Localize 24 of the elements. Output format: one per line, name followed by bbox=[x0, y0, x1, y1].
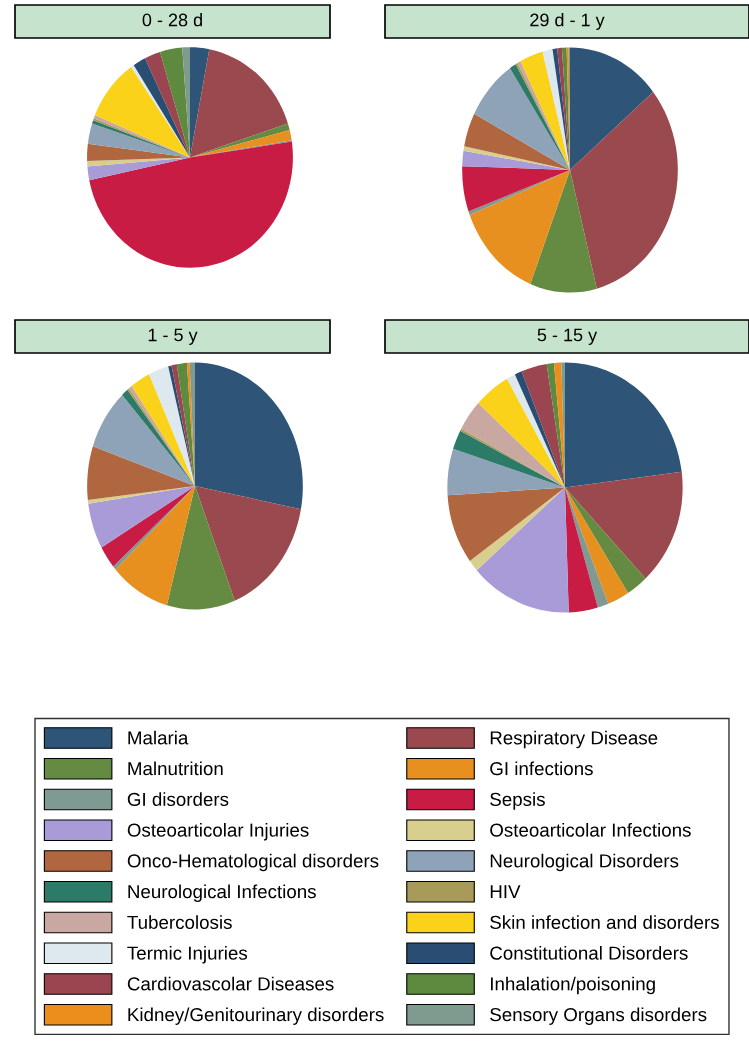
legend-label: Tubercolosis bbox=[127, 915, 232, 929]
legend-label: Neurological Disorders bbox=[490, 853, 679, 872]
legend-label: Cardiovascolar Diseases bbox=[127, 976, 334, 991]
legend-label: Kidney/Genitourinary disorders bbox=[128, 1007, 384, 1025]
chart-title: 0 - 28 d bbox=[142, 13, 202, 27]
legend-label: GI disorders bbox=[127, 792, 229, 806]
chart-title: 5 - 15 y bbox=[537, 328, 598, 345]
chart-title: 1 - 5 y bbox=[148, 328, 198, 345]
legend-label: Sensory Organs disorders bbox=[490, 1007, 707, 1025]
legend-label: Malaria bbox=[128, 730, 189, 745]
legend-label: Inhalation/poisoning bbox=[491, 976, 655, 995]
legend-label: Onco-Hematological disorders bbox=[127, 853, 379, 872]
chart-title: 29 d - 1 y bbox=[530, 13, 605, 30]
legend-label: Respiratory Disease bbox=[490, 730, 658, 749]
legend-label: Neurological Infections bbox=[128, 884, 316, 902]
legend-label: Skin infection and disorders bbox=[490, 915, 719, 929]
legend-label: Termic Injuries bbox=[127, 945, 248, 964]
legend-label: Osteoarticolar Injuries bbox=[127, 822, 309, 841]
legend-label: HIV bbox=[490, 885, 521, 899]
legend-label: Osteoarticolar Infections bbox=[490, 822, 691, 837]
legend-label: Malnutrition bbox=[128, 761, 223, 776]
legend-label: GI infections bbox=[490, 761, 593, 776]
legend-label: Sepsis bbox=[490, 792, 545, 810]
legend-label: Constitutional Disorders bbox=[490, 945, 688, 960]
